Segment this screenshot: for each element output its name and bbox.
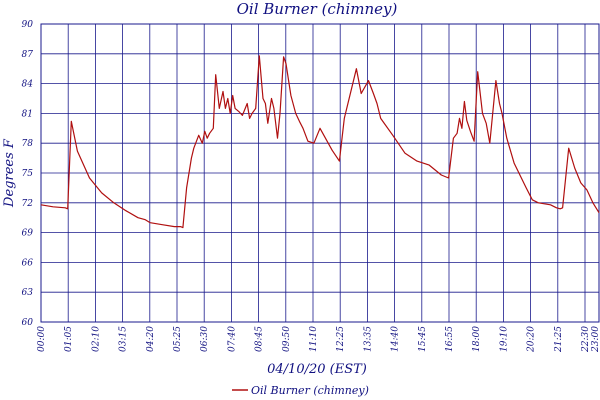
legend: Oil Burner (chimney) (232, 384, 369, 397)
x-tick-label: 23:00 (591, 326, 600, 353)
x-tick-label: 15:45 (418, 326, 428, 352)
series-layer (40, 55, 600, 229)
x-tick-label: 07:40 (227, 326, 237, 352)
x-axis-label: 04/10/20 (EST) (267, 362, 367, 377)
x-tick-label: 14:40 (391, 326, 401, 352)
x-tick-label: 05:25 (173, 326, 183, 352)
y-tick-label: 66 (22, 258, 34, 268)
y-tick-label: 69 (22, 229, 34, 239)
series-line (40, 55, 600, 229)
x-tick-label: 06:30 (200, 326, 210, 352)
x-tick-label: 12:25 (336, 326, 346, 352)
x-tick-label: 00:00 (37, 326, 47, 352)
x-tick-label: 13:35 (363, 326, 373, 352)
x-tick-labels: 00:00 01:05 02:10 03:15 04:20 05:25 06:30 07:40… (37, 326, 600, 353)
y-tick-label: 90 (22, 20, 34, 30)
y-axis-label: Degrees F (2, 138, 17, 208)
x-tick-label: 09:50 (282, 326, 292, 352)
chart-title: Oil Burner (chimney) (237, 0, 398, 18)
x-tick-label: 18:00 (472, 326, 482, 352)
x-tick-label: 20:20 (527, 326, 537, 353)
x-tick-label: 16:55 (445, 326, 455, 352)
x-tick-label: 02:10 (91, 326, 101, 352)
grid (41, 24, 599, 322)
y-tick-label: 78 (22, 139, 34, 149)
y-tick-label: 87 (22, 50, 34, 60)
y-tick-label: 84 (22, 80, 34, 90)
x-tick-label: 08:45 (255, 326, 265, 352)
legend-label: Oil Burner (chimney) (251, 384, 369, 397)
y-tick-labels: 90 87 84 81 78 75 72 69 66 63 60 (22, 20, 34, 328)
y-tick-label: 63 (22, 288, 34, 298)
x-tick-label: 03:15 (119, 326, 129, 352)
x-tick-label: 22:30 (581, 326, 591, 353)
x-tick-label: 19:10 (499, 326, 509, 352)
y-tick-label: 60 (22, 318, 34, 328)
plot-frame (40, 23, 600, 323)
x-tick-label: 11:10 (309, 326, 319, 352)
y-tick-label: 75 (22, 169, 34, 179)
x-tick-label: 21:25 (554, 326, 564, 353)
x-tick-label: 01:05 (64, 326, 74, 352)
x-tick-label: 04:20 (146, 326, 156, 352)
y-tick-label: 72 (22, 199, 34, 209)
y-tick-label: 81 (22, 109, 33, 119)
